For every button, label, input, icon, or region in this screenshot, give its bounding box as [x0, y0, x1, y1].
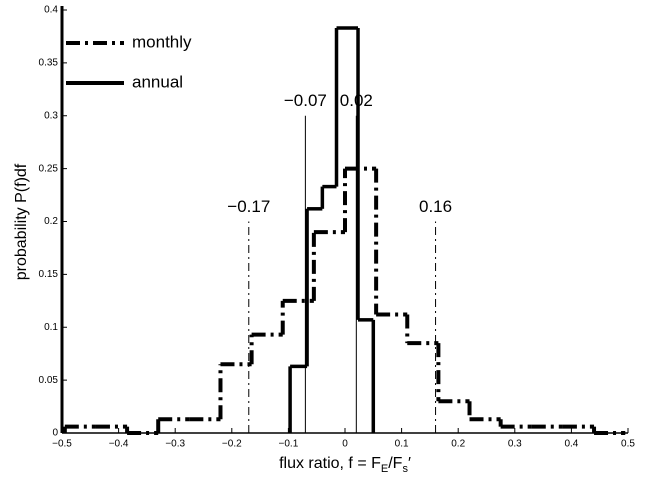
x-tick-label: −0.1 — [279, 439, 299, 450]
y-axis-label: probability P(f)df — [13, 163, 30, 280]
x-label-part: /F — [388, 455, 402, 472]
x-label-part: ′ — [408, 455, 411, 472]
x-tick-label: 0 — [342, 439, 348, 450]
y-tick-label: 0.25 — [39, 163, 59, 174]
x-label-part: flux ratio, f = F — [279, 455, 381, 472]
x-tick-label: 0.1 — [395, 439, 409, 450]
x-tick-label: 0.4 — [564, 439, 578, 450]
x-tick-label: 0.2 — [451, 439, 465, 450]
x-tick-label: −0.4 — [109, 439, 129, 450]
y-tick-label: 0 — [52, 428, 58, 439]
legend-label: monthly — [132, 32, 192, 51]
x-tick-label: −0.3 — [165, 439, 185, 450]
marker-label: −0.07 — [284, 91, 327, 110]
y-tick-label: 0.15 — [39, 269, 59, 280]
x-tick-label: −0.5 — [52, 439, 72, 450]
legend-label: annual — [132, 72, 183, 91]
y-tick-label: 0.1 — [44, 322, 58, 333]
marker-label: −0.17 — [227, 197, 270, 216]
y-tick-label: 0.2 — [44, 216, 58, 227]
x-label-sub: E — [381, 463, 388, 475]
x-label-sub: s — [402, 463, 408, 475]
x-axis-label: flux ratio, f = FE/Fs′ — [279, 455, 411, 475]
y-tick-label: 0.35 — [39, 58, 59, 69]
x-tick-label: −0.2 — [222, 439, 242, 450]
y-tick-label: 0.05 — [39, 375, 59, 386]
x-tick-label: 0.3 — [508, 439, 522, 450]
y-tick-label: 0.4 — [44, 5, 58, 16]
x-tick-label: 0.5 — [621, 439, 635, 450]
y-tick-label: 0.3 — [44, 110, 58, 121]
marker-label: 0.16 — [419, 197, 452, 216]
